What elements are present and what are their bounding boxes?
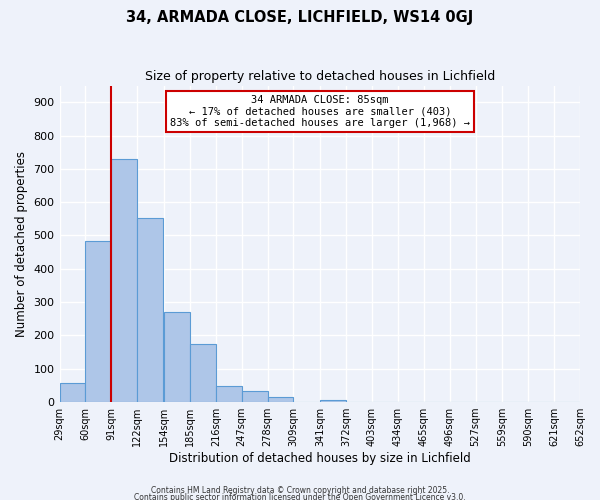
Bar: [112, 159, 137, 402]
Bar: [242, 391, 268, 402]
Bar: [216, 386, 242, 402]
Bar: [164, 312, 190, 402]
X-axis label: Distribution of detached houses by size in Lichfield: Distribution of detached houses by size …: [169, 452, 470, 465]
Text: Contains HM Land Registry data © Crown copyright and database right 2025.: Contains HM Land Registry data © Crown c…: [151, 486, 449, 495]
Bar: [137, 218, 163, 402]
Y-axis label: Number of detached properties: Number of detached properties: [15, 151, 28, 337]
Text: 34 ARMADA CLOSE: 85sqm
← 17% of detached houses are smaller (403)
83% of semi-de: 34 ARMADA CLOSE: 85sqm ← 17% of detached…: [170, 95, 470, 128]
Bar: [59, 383, 85, 402]
Bar: [268, 397, 293, 402]
Text: Contains public sector information licensed under the Open Government Licence v3: Contains public sector information licen…: [134, 494, 466, 500]
Bar: [190, 344, 216, 402]
Bar: [85, 241, 112, 402]
Bar: [320, 400, 346, 402]
Title: Size of property relative to detached houses in Lichfield: Size of property relative to detached ho…: [145, 70, 495, 83]
Text: 34, ARMADA CLOSE, LICHFIELD, WS14 0GJ: 34, ARMADA CLOSE, LICHFIELD, WS14 0GJ: [127, 10, 473, 25]
